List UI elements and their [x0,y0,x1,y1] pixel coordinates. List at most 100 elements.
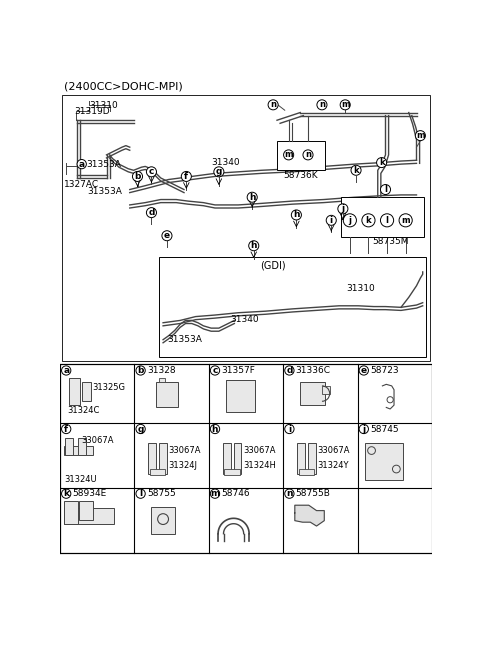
Bar [159,256,426,356]
Circle shape [61,489,71,498]
Circle shape [132,171,143,182]
Text: c: c [149,167,154,177]
Text: h: h [251,241,257,251]
Text: 58755: 58755 [147,489,176,498]
Text: e: e [361,366,367,375]
Bar [65,438,73,455]
Text: h: h [249,193,255,202]
Text: 33067A: 33067A [243,446,276,455]
Circle shape [214,167,224,177]
Bar [299,469,314,475]
Circle shape [343,214,357,227]
Text: k: k [63,489,69,498]
Text: m: m [210,489,220,498]
Text: d: d [148,208,155,217]
Bar [152,507,175,533]
Circle shape [359,366,369,375]
Circle shape [381,184,391,195]
Circle shape [61,366,71,375]
Text: 31353A: 31353A [167,335,202,344]
Circle shape [61,424,71,434]
Circle shape [181,171,192,182]
Text: 31324C: 31324C [68,406,100,415]
Text: l: l [384,185,387,194]
Bar [308,443,316,474]
Circle shape [136,489,145,498]
Text: h: h [293,210,300,219]
Text: h: h [212,424,218,434]
Text: k: k [366,216,371,225]
Text: 31319D: 31319D [74,107,109,116]
Text: 31340: 31340 [230,315,259,324]
Text: 31328: 31328 [147,366,175,375]
Bar [64,446,93,455]
Circle shape [285,489,294,498]
Bar [224,469,240,475]
Circle shape [291,210,301,220]
Circle shape [340,100,350,110]
Text: f: f [64,424,68,434]
Text: 31324U: 31324U [64,475,96,484]
Text: k: k [379,158,384,167]
Text: 58735M: 58735M [372,238,408,247]
Circle shape [399,214,412,227]
Text: 58745: 58745 [370,424,398,434]
Bar [322,386,330,393]
Text: 31310: 31310 [89,101,118,110]
Bar [226,380,255,412]
Circle shape [351,165,361,175]
Text: 31324H: 31324H [243,461,276,471]
Circle shape [247,192,257,202]
Bar [277,141,325,170]
Text: i: i [288,424,291,434]
Circle shape [317,100,327,110]
Text: d: d [286,366,293,375]
Circle shape [136,424,145,434]
Text: 31336C: 31336C [296,366,331,375]
Text: b: b [137,366,144,375]
Circle shape [249,241,259,251]
Bar [297,443,305,474]
Text: 58934E: 58934E [72,489,107,498]
Bar [78,438,85,455]
Text: 31340: 31340 [211,158,240,167]
Bar [150,469,166,475]
Bar [156,382,178,407]
Text: 58736K: 58736K [284,171,318,180]
Text: 58723: 58723 [370,366,398,375]
Text: 31357F: 31357F [221,366,255,375]
Circle shape [210,489,220,498]
Text: g: g [216,167,222,177]
Text: e: e [164,231,170,240]
Text: 31353A: 31353A [86,160,121,169]
Text: 31325G: 31325G [93,383,126,392]
Text: j: j [348,216,351,225]
Bar [79,500,93,520]
Text: m: m [401,216,410,225]
Circle shape [285,424,294,434]
Circle shape [146,208,156,217]
Circle shape [268,100,278,110]
Bar [223,443,230,474]
Text: m: m [284,151,293,160]
Text: i: i [330,216,333,225]
Text: 31353A: 31353A [87,188,122,197]
Text: b: b [134,172,141,181]
Text: k: k [353,165,359,175]
Circle shape [210,366,220,375]
Bar [159,443,167,474]
Text: j: j [362,424,365,434]
Circle shape [77,160,86,169]
Text: f: f [184,172,188,181]
Bar [159,378,166,382]
Text: m: m [341,101,349,109]
Bar [148,443,156,474]
Bar [69,378,80,405]
Text: n: n [286,489,293,498]
Text: 31310: 31310 [347,284,375,293]
Bar [64,500,78,524]
Circle shape [146,167,156,177]
Circle shape [359,424,369,434]
Bar [64,508,114,524]
Circle shape [326,215,336,225]
